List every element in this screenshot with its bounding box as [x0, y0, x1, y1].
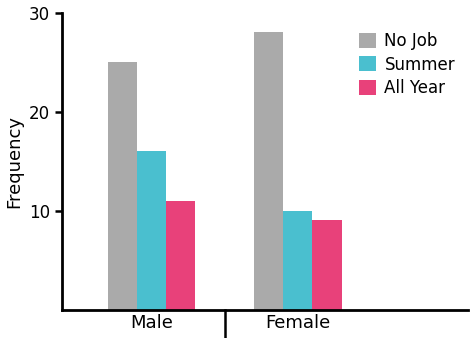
- Bar: [166, 201, 195, 310]
- Bar: [283, 211, 312, 310]
- Bar: [312, 220, 342, 310]
- Bar: [137, 151, 166, 310]
- Bar: [108, 62, 137, 310]
- Bar: [254, 32, 283, 310]
- Y-axis label: Frequency: Frequency: [6, 115, 24, 208]
- Legend: No Job, Summer, All Year: No Job, Summer, All Year: [355, 27, 460, 102]
